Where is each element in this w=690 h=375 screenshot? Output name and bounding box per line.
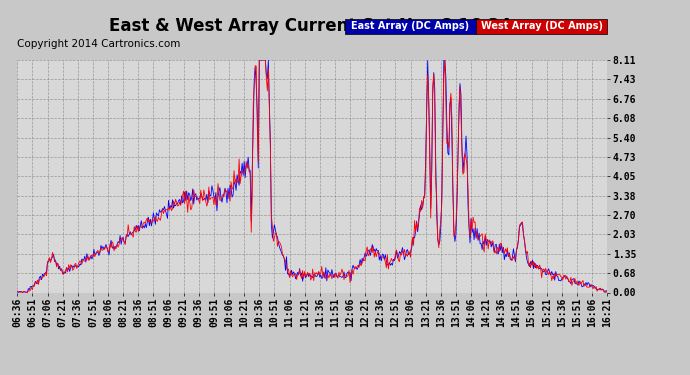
Text: East & West Array Current Sat Nov 8 16:34: East & West Array Current Sat Nov 8 16:3… — [110, 17, 511, 35]
Text: East Array (DC Amps): East Array (DC Amps) — [351, 21, 470, 31]
Text: Copyright 2014 Cartronics.com: Copyright 2014 Cartronics.com — [17, 39, 181, 50]
Text: West Array (DC Amps): West Array (DC Amps) — [481, 21, 602, 31]
